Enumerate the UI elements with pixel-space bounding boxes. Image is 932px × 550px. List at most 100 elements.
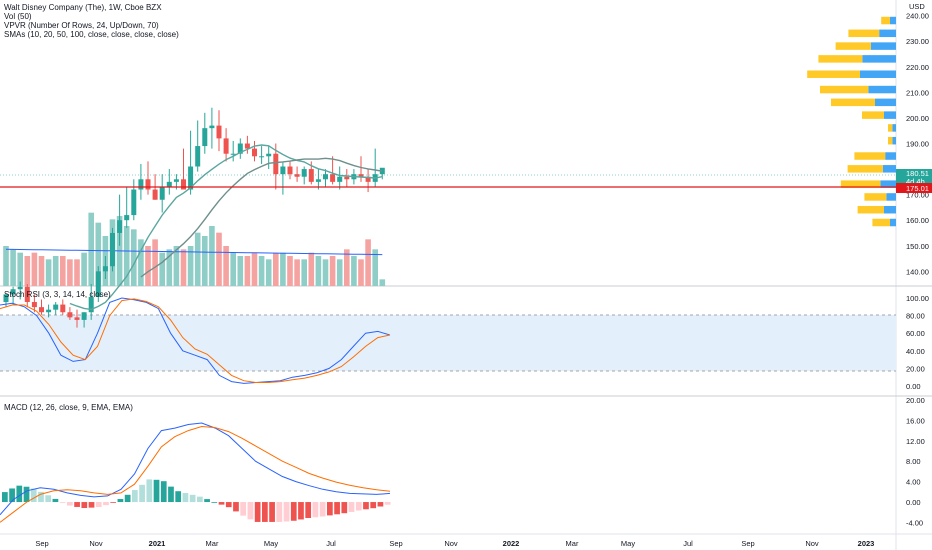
candle-body (110, 232, 115, 267)
stoch-legend[interactable]: Stoch RSI (3, 3, 14, 14, close) (4, 290, 111, 299)
time-axis[interactable]: Sep Nov 2021 Mar May Jul Sep Nov 2022 Mar May Jul Se… (35, 539, 874, 548)
volume-bar (52, 256, 59, 286)
vpvr-up-bar (884, 205, 896, 214)
candle-body (323, 174, 328, 180)
price-tick-label: 210.00 (906, 88, 929, 97)
last-price-badge (896, 169, 932, 186)
vpvr-down-bar (857, 205, 884, 214)
vpvr-down-bar (848, 29, 880, 38)
vpvr-down-bar (807, 70, 860, 78)
macd-legend[interactable]: MACD (12, 26, close, 9, EMA, EMA) (4, 403, 133, 412)
volume-bar (38, 256, 45, 286)
macd-tick-label: 0.00 (906, 498, 921, 507)
volume-bar (138, 239, 144, 286)
candle-body (181, 179, 186, 190)
macd-histogram-bar (45, 495, 52, 503)
stoch-tick-label: 20.00 (906, 364, 925, 373)
symbol-title[interactable]: Walt Disney Company (The), 1W, Cboe BZX (4, 3, 162, 12)
candle-body (53, 304, 59, 310)
macd-histogram-bar (59, 502, 66, 503)
vpvr-histogram (807, 16, 896, 227)
macd-tick-label: 16.00 (906, 416, 925, 425)
candle-body (294, 174, 300, 177)
stoch-legend-wrap: Stoch RSI (3, 3, 14, 14, close) (4, 290, 111, 299)
volume-bar (273, 252, 279, 286)
volume-ma-line (5, 248, 383, 256)
vpvr-down-bar (881, 16, 890, 25)
time-tick-label: May (264, 539, 278, 548)
macd-histogram-bar (153, 479, 160, 503)
macd-histogram-bar (132, 490, 138, 503)
candle-body (358, 174, 364, 177)
volume-bar (24, 256, 31, 286)
macd-histogram-bar (319, 502, 326, 517)
volume-bar (60, 256, 66, 286)
volume-bar (180, 249, 187, 286)
candle-body (337, 176, 343, 182)
macd-histogram-bar (384, 502, 391, 505)
volume-bar (301, 259, 307, 286)
vpvr-up-bar (880, 180, 896, 188)
macd-histogram-bar (67, 502, 73, 506)
macd-histogram-bar (2, 492, 8, 503)
macd-histogram-bar (81, 502, 88, 508)
stoch-axis[interactable]: 100.00 80.00 60.00 40.00 20.00 0.00 (906, 294, 929, 391)
sma-legend[interactable]: SMAs (10, 20, 50, 100, close, close, clo… (4, 30, 179, 39)
candle-body (159, 186, 165, 200)
candle-body (124, 215, 130, 221)
price-tick-label: 140.00 (906, 267, 929, 276)
stoch-tick-label: 40.00 (906, 347, 925, 356)
macd-legend-wrap: MACD (12, 26, close, 9, EMA, EMA) (4, 403, 133, 412)
vpvr-up-bar (879, 29, 896, 38)
volume-bar (322, 259, 329, 286)
volume-bar (194, 232, 201, 286)
vpvr-down-bar (818, 55, 863, 63)
candle-body (131, 189, 137, 216)
candle-body (252, 148, 257, 157)
candle-body (46, 309, 52, 313)
macd-histogram-bar (168, 486, 174, 503)
vpvr-up-bar (886, 193, 896, 201)
bar-countdown: 4d 4h (906, 177, 925, 186)
vpvr-up-bar (860, 70, 896, 78)
indicator-lines (0, 144, 391, 523)
macd-histogram-bar (334, 502, 340, 515)
macd-histogram-bar (225, 502, 232, 508)
candle-body (259, 156, 265, 158)
macd-axis[interactable]: 20.00 16.00 12.00 8.00 4.00 0.00 -4.00 (906, 396, 925, 527)
candle-body (81, 312, 87, 320)
macd-tick-label: 4.00 (906, 478, 921, 487)
candle-body (216, 125, 222, 139)
volume-bar (202, 236, 208, 286)
sma-10-line (69, 144, 383, 311)
volume-bar (358, 259, 364, 286)
vpvr-down-bar (820, 85, 869, 94)
macd-histogram-bar (175, 491, 182, 503)
candle-body (10, 289, 16, 295)
price-tick-label: 220.00 (906, 63, 929, 72)
macd-histogram-bar (370, 502, 377, 509)
sma-20-line (140, 157, 383, 278)
volume-bar (336, 259, 343, 286)
price-axis[interactable]: 240.00 230.00 220.00 210.00 200.00 190.00 170.… (906, 12, 929, 277)
time-tick-label: 2022 (503, 539, 520, 548)
vpvr-up-bar (885, 152, 896, 160)
stoch-band (0, 315, 896, 371)
stoch-k-line (0, 297, 391, 384)
vol-legend[interactable]: Vol (50) (4, 12, 32, 21)
candle-body (330, 174, 336, 182)
vpvr-down-bar (835, 42, 871, 50)
macd-histogram-bar (262, 502, 268, 522)
volume-bar (372, 249, 378, 286)
macd-histogram-bar (197, 496, 203, 503)
volume-bar (88, 212, 94, 286)
vpvr-legend[interactable]: VPVR (Number Of Rows, 24, Up/Down, 70) (4, 21, 159, 30)
candle-body (230, 153, 236, 155)
candle-body (3, 294, 9, 303)
volume-bar (187, 246, 194, 286)
candle-body (244, 143, 250, 149)
candle-body (173, 179, 179, 182)
candle-body (67, 312, 73, 318)
macd-histogram-bar (103, 502, 109, 506)
